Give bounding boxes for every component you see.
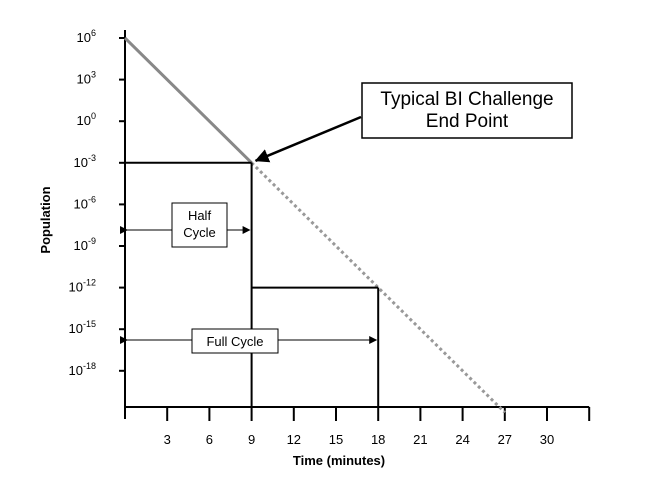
x-tick-label: 3 (164, 432, 171, 447)
half-cycle-box (171, 202, 228, 248)
y-tick-label: 100 (77, 111, 96, 128)
y-tick-label: 106 (77, 28, 96, 45)
y-tick-label: 10-3 (74, 153, 96, 170)
y-tick-label: 103 (77, 70, 96, 87)
x-tick-label: 6 (206, 432, 213, 447)
end-point-arrow (254, 115, 362, 163)
x-tick-label: 15 (329, 432, 343, 447)
series-line-dotted (250, 161, 506, 414)
x-tick-label: 18 (371, 432, 385, 447)
full-cycle-label: Full Cycle (206, 334, 263, 349)
y-tick-label: 10-6 (74, 194, 96, 211)
full-cycle-box (191, 328, 279, 354)
x-axis-title: Time (minutes) (293, 453, 385, 468)
x-tick-label: 27 (498, 432, 512, 447)
y-tick-label: 10-15 (69, 319, 96, 336)
y-tick-label: 10-12 (69, 278, 96, 295)
end-point-label: Typical BI Challenge (380, 89, 553, 110)
y-axis-title: Population (38, 186, 53, 253)
half-cycle-label: Half (188, 208, 212, 223)
end-point-box (361, 82, 573, 139)
y-tick-label: 10-9 (74, 236, 96, 253)
end-point-label: End Point (426, 111, 509, 132)
half-cycle-label: Cycle (183, 225, 216, 240)
x-tick-label: 12 (287, 432, 301, 447)
x-tick-label: 30 (540, 432, 554, 447)
y-tick-label: 10-18 (69, 361, 96, 378)
x-tick-label: 9 (248, 432, 255, 447)
x-tick-label: 24 (455, 432, 469, 447)
x-tick-label: 21 (413, 432, 427, 447)
series-line-solid (123, 36, 253, 164)
